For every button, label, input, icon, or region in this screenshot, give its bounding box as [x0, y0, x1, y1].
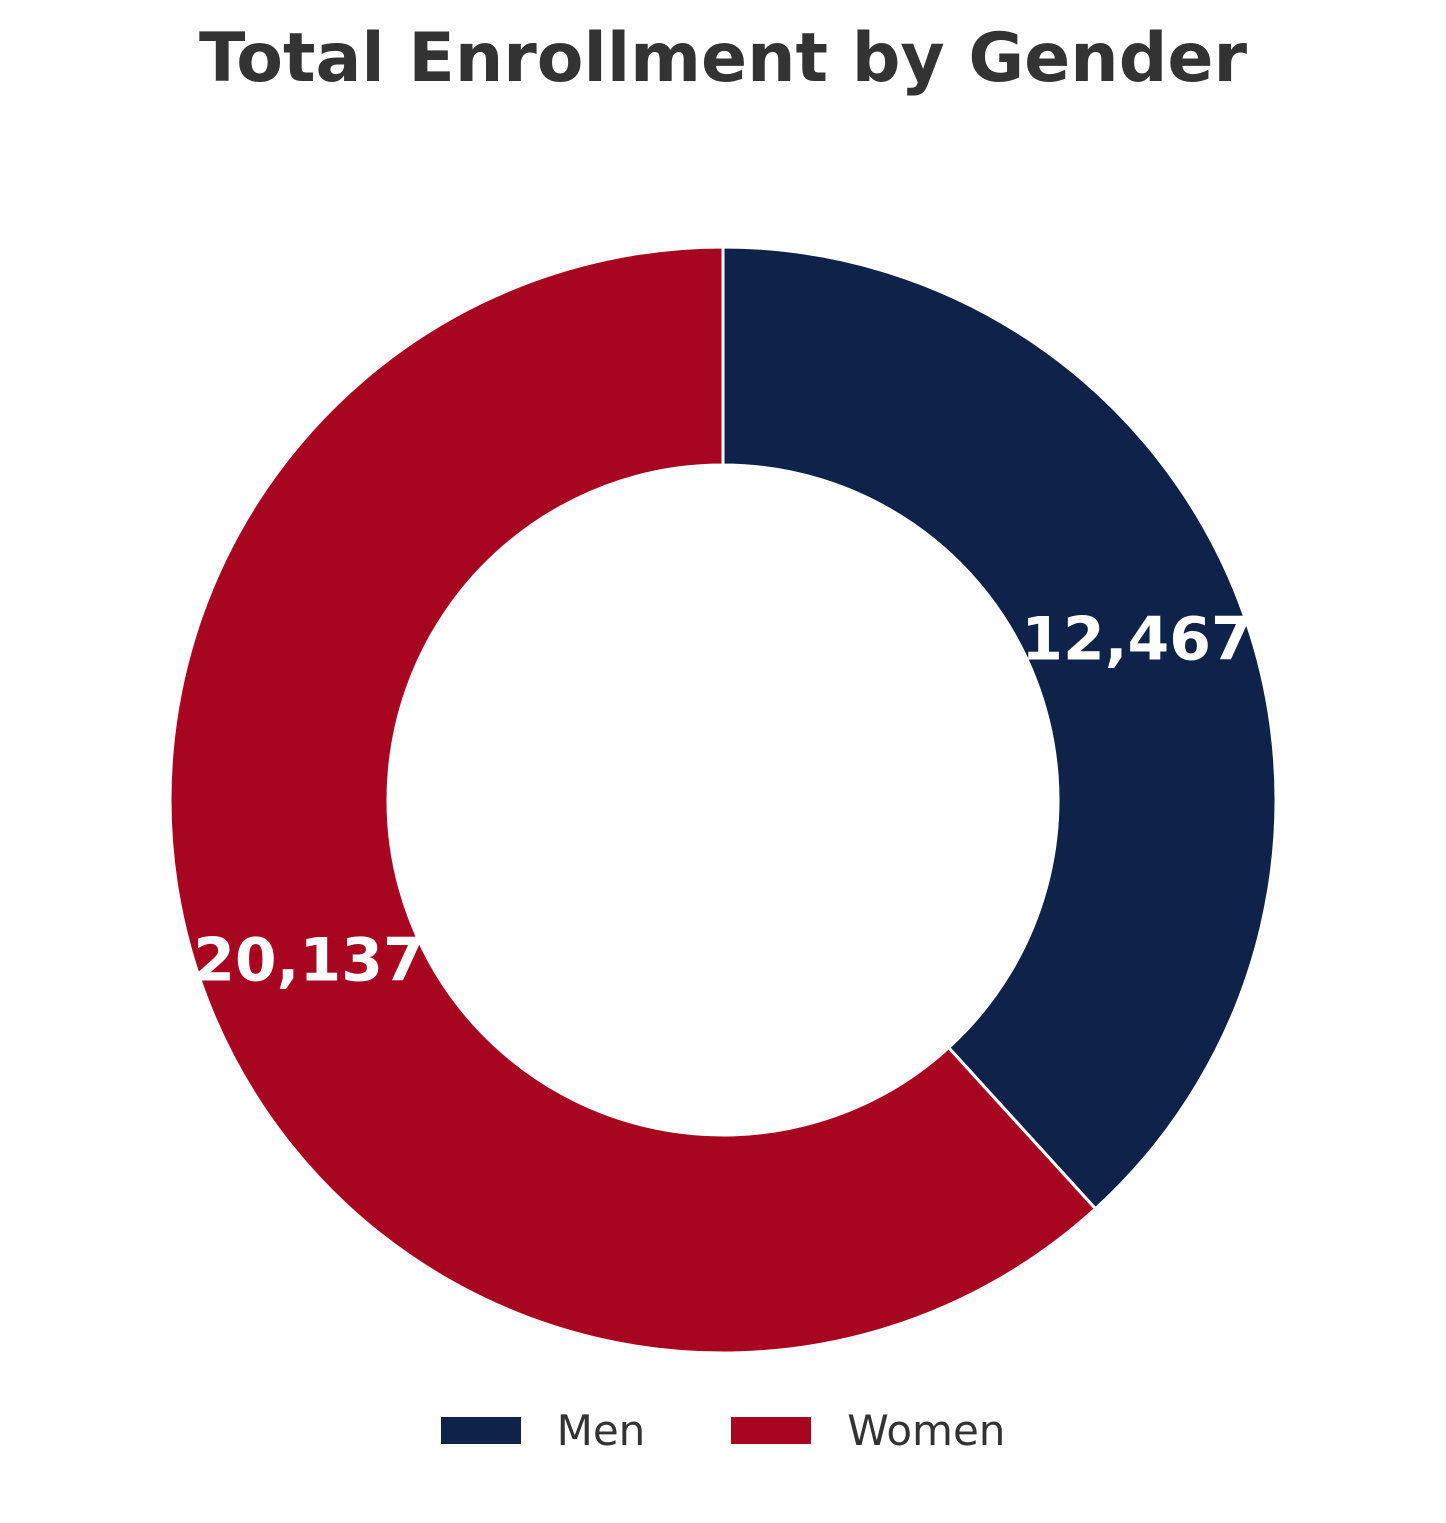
- legend-label-women: Women: [847, 1406, 1006, 1455]
- legend-label-men: Men: [556, 1406, 646, 1455]
- legend-swatch-men: [440, 1417, 521, 1444]
- donut-slice-women: [168, 245, 1098, 1355]
- chart-legend: Men Women: [0, 1406, 1446, 1455]
- donut-slice-men: [721, 245, 1278, 1211]
- legend-item-women: Women: [731, 1406, 1005, 1455]
- slice-value-label-women: 20,137: [193, 925, 425, 995]
- legend-item-men: Men: [440, 1406, 646, 1455]
- slice-value-label-men: 12,467: [1021, 605, 1253, 675]
- chart-title: Total Enrollment by Gender: [198, 19, 1248, 98]
- legend-swatch-women: [731, 1417, 812, 1444]
